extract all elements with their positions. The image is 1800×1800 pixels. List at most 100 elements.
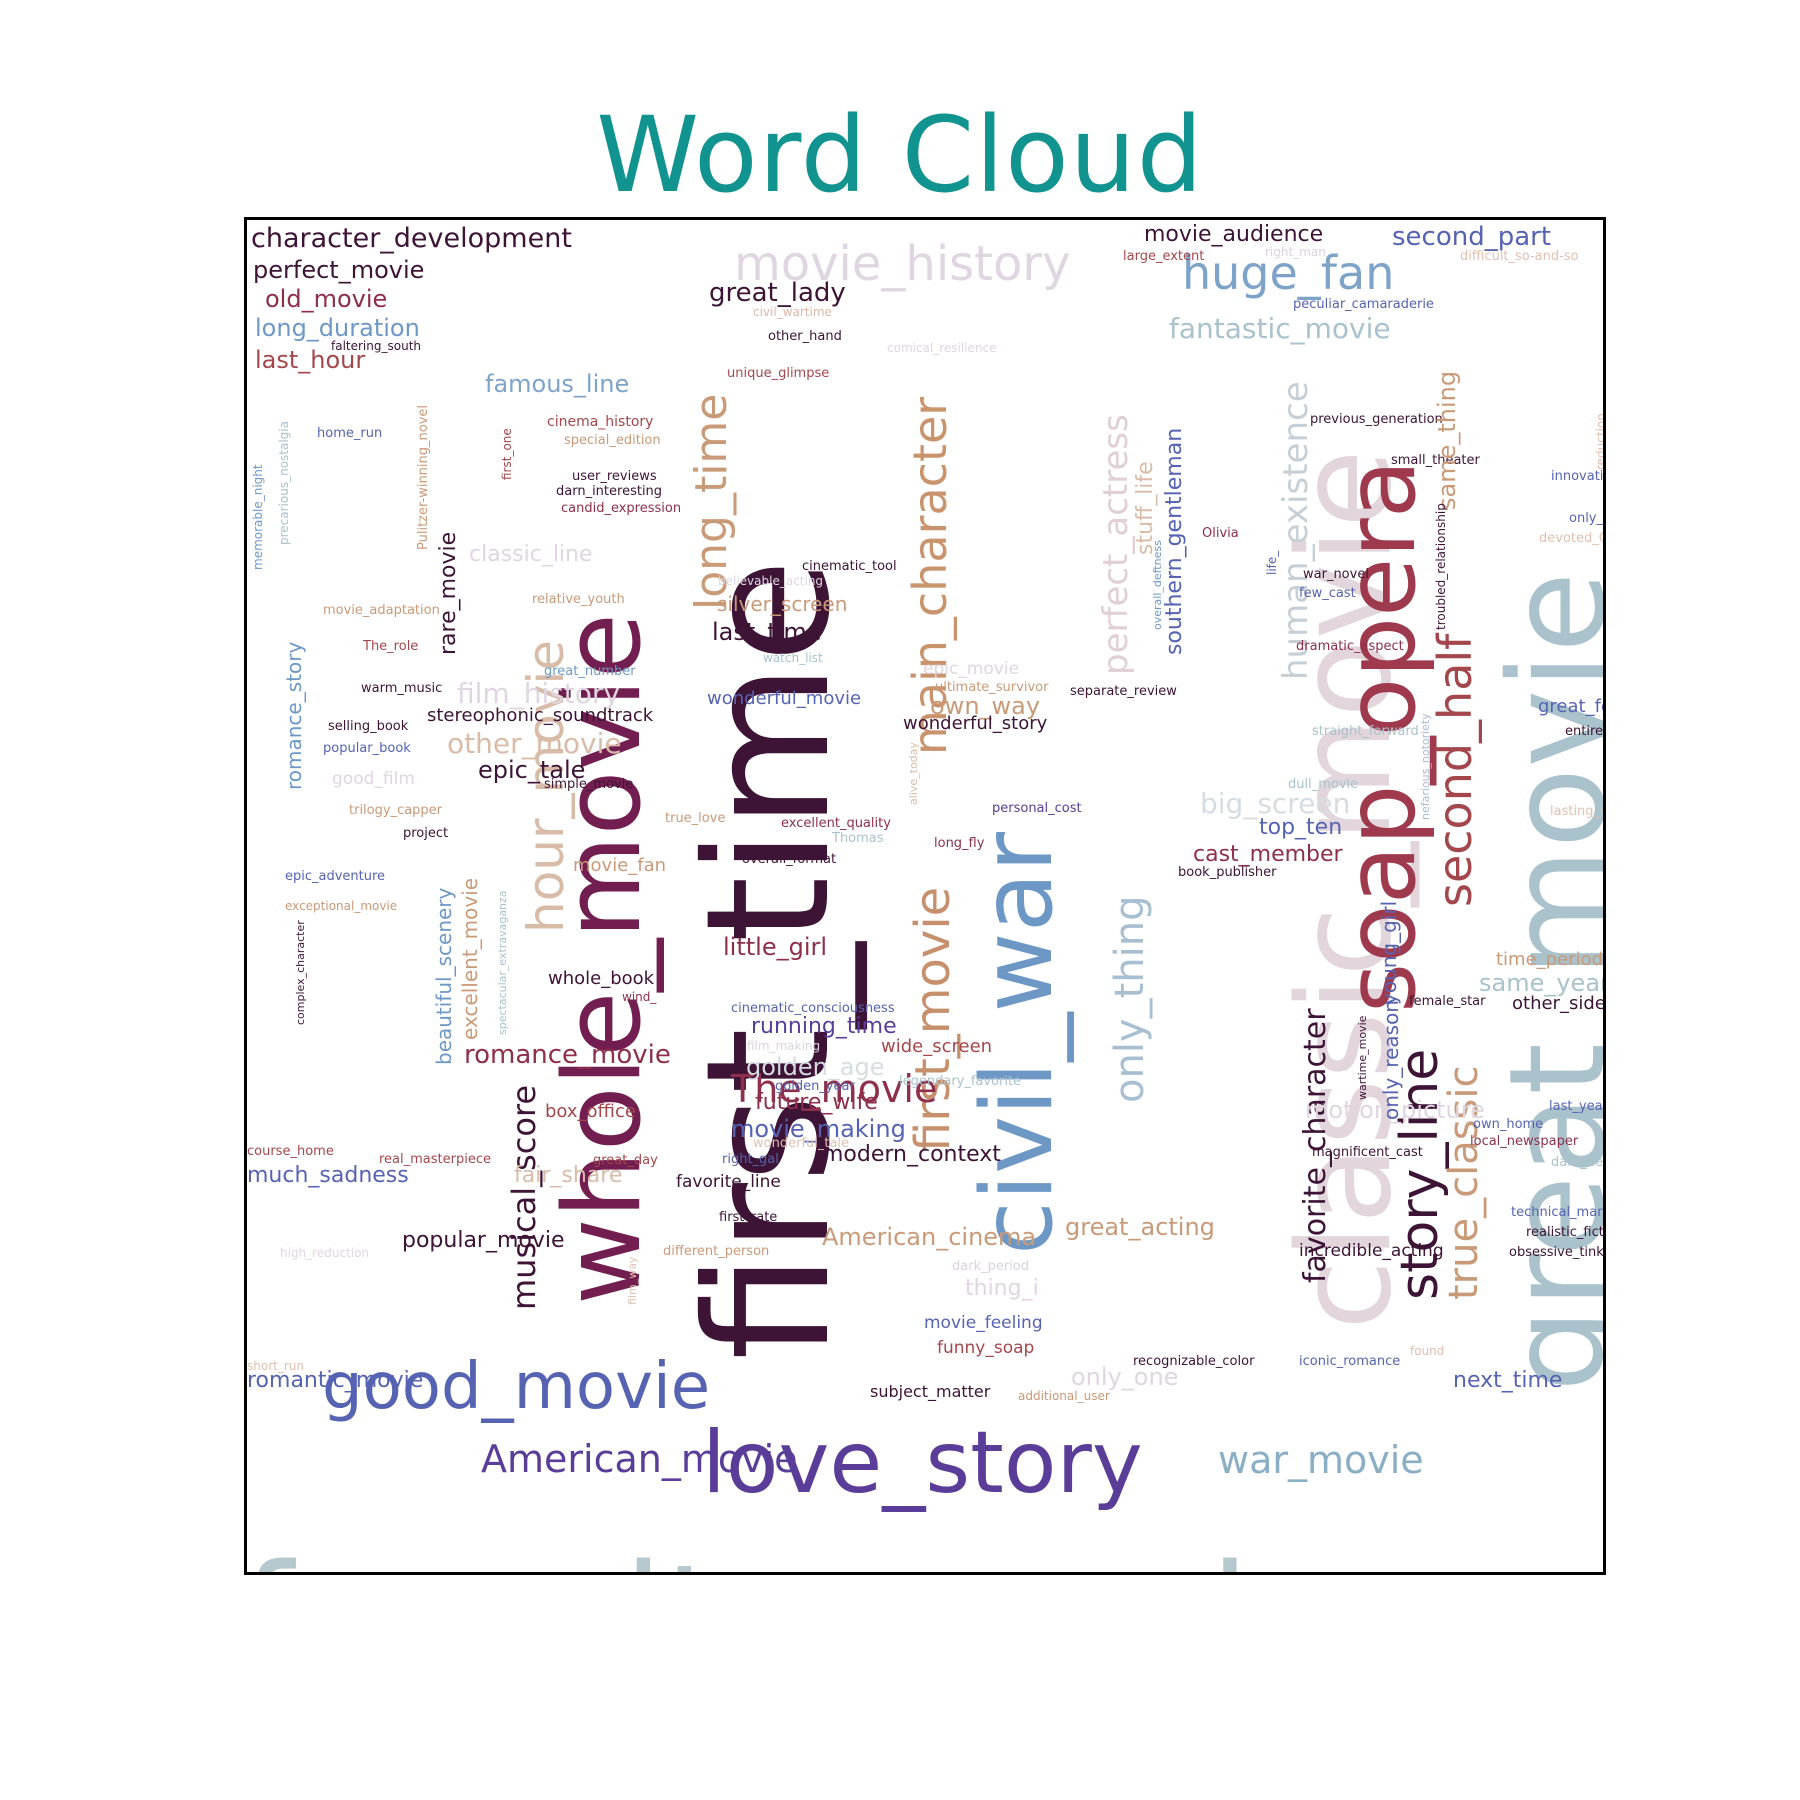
- cloud-word: magnificent_cast: [1312, 1145, 1423, 1160]
- cloud-word: epic_movie: [923, 659, 1020, 679]
- cloud-word: favorite_line: [676, 1172, 781, 1192]
- cloud-word: dare_devil: [1551, 1155, 1604, 1170]
- cloud-word: The_role: [363, 639, 419, 654]
- cloud-word: only_war: [1569, 511, 1603, 526]
- cloud-word: difficult_so-and-so: [1460, 249, 1579, 264]
- page-title: Word Cloud: [596, 94, 1204, 216]
- cloud-word: fair_share: [514, 1163, 623, 1188]
- cloud-word: wonderful_movie: [707, 688, 862, 709]
- cloud-word: large_extent: [1123, 249, 1205, 264]
- cloud-word: great_number: [544, 664, 636, 679]
- cloud-word: wonderful_story: [903, 713, 1048, 734]
- cloud-word: same_thing: [1433, 370, 1461, 510]
- cloud-word: little_girl: [723, 933, 828, 961]
- cloud-word: unique_glimpse: [727, 366, 830, 381]
- cloud-word: movie_feeling: [924, 1313, 1043, 1333]
- cloud-word: found: [1410, 1344, 1445, 1358]
- cloud-word: incredible_acting: [1299, 1241, 1444, 1261]
- cloud-word: time_period: [1496, 949, 1604, 970]
- cloud-word: first_rate: [719, 1210, 778, 1225]
- cloud-word: American_cinema: [822, 1223, 1037, 1251]
- cloud-word: stereophonic_soundtrack: [427, 705, 654, 726]
- cloud-word: silver_screen: [717, 592, 848, 616]
- cloud-word: obsessive_tinkering: [1509, 1245, 1604, 1260]
- cloud-word: love_story: [702, 1413, 1143, 1513]
- cloud-word: romance_movie: [464, 1040, 671, 1070]
- cloud-word: right_man: [1265, 245, 1326, 259]
- cloud-word: spectacular_extravaganza: [496, 890, 509, 1035]
- cloud-word: movie_fan: [573, 855, 667, 876]
- cloud-word: believable_acting: [718, 574, 824, 588]
- cloud-word: only_thing: [1107, 895, 1153, 1104]
- cloud-word: project: [403, 826, 449, 841]
- cloud-word: southern_gentleman: [1162, 427, 1187, 655]
- cloud-word: long_duration: [255, 314, 420, 342]
- cloud-word: straight_forward: [1312, 724, 1419, 739]
- word-cloud: favorite_moviegreat_movieclassic_moviefi…: [244, 217, 1606, 1575]
- cloud-word: small_theater: [1391, 453, 1480, 468]
- cloud-word: movie_making: [731, 1115, 906, 1143]
- cloud-word: excellent_movie: [458, 877, 482, 1040]
- cloud-word: first_one: [500, 428, 514, 480]
- cloud-word: romance_story: [282, 641, 306, 790]
- cloud-word: Olivia: [1202, 526, 1239, 541]
- cloud-word: epic_tale: [478, 756, 586, 784]
- cloud-word: golden_age: [746, 1053, 885, 1081]
- cloud-word: dull_movie: [1288, 777, 1359, 792]
- cloud-word: popular_book: [323, 741, 411, 756]
- cloud-word: few_cast: [1299, 586, 1356, 601]
- cloud-word: warm_music: [361, 681, 443, 696]
- cloud-word: recognizable_color: [1133, 1354, 1255, 1369]
- cloud-word: alive_today: [907, 742, 920, 805]
- cloud-word: huge_fan: [1182, 246, 1395, 300]
- cloud-word: motion_picture: [1305, 1096, 1485, 1124]
- cloud-word: different_person: [663, 1244, 770, 1259]
- cloud-word: other_hand: [768, 329, 842, 344]
- cloud-word: complex_character: [294, 920, 307, 1025]
- cloud-word: great_feat: [1538, 696, 1603, 717]
- cloud-word: great_lady: [709, 278, 846, 308]
- cloud-word: wide_screen: [881, 1036, 993, 1057]
- cloud-word: user_reviews: [572, 469, 657, 484]
- cloud-word: film_making: [747, 1039, 821, 1053]
- cloud-word: last_hour: [255, 346, 366, 374]
- cloud-word: innovative_genre: [1551, 469, 1604, 484]
- cloud-word: local_newspaper: [1470, 1134, 1579, 1149]
- cloud-word: long_fly: [934, 836, 985, 851]
- cloud-word: funny_soap: [937, 1338, 1035, 1358]
- cloud-word: subject_matter: [870, 1382, 991, 1401]
- cloud-word: right_gal: [722, 1152, 779, 1167]
- cloud-word: high_reduction: [280, 1246, 370, 1260]
- cloud-word: running_time: [751, 1014, 897, 1039]
- cloud-word: film_way: [626, 1256, 639, 1305]
- cloud-word: additional_user: [1018, 1389, 1110, 1403]
- cloud-word: real_masterpiece: [379, 1152, 491, 1167]
- cloud-word: young_girl: [1377, 900, 1401, 1005]
- cloud-word: other_side: [1512, 993, 1606, 1014]
- cloud-word: epic_adventure: [285, 869, 386, 884]
- cloud-word: other_movie: [447, 727, 622, 760]
- cloud-word: rare_movie: [436, 531, 461, 655]
- cloud-word: nefarious_notoriety: [1419, 713, 1432, 820]
- cloud-word: perfect_actress: [1096, 414, 1136, 675]
- cloud-word: famous_line: [485, 370, 630, 398]
- cloud-word: movie_adaptation: [323, 603, 440, 618]
- cloud-word: wind_: [622, 990, 657, 1004]
- cloud-word: top_ten: [1259, 815, 1343, 840]
- cloud-word: much_sadness: [247, 1163, 409, 1188]
- cloud-word: movie_history: [734, 236, 1071, 292]
- cloud-word: life_: [1265, 550, 1279, 575]
- cloud-word: war_novel: [1303, 567, 1369, 582]
- cloud-word: romantic_movie: [247, 1368, 424, 1393]
- cloud-word: simple_movie: [544, 777, 634, 792]
- cloud-word: classic_line: [469, 542, 593, 567]
- cloud-word: only_one: [1071, 1363, 1179, 1391]
- cloud-word: good_movie: [322, 1350, 711, 1424]
- cloud-word: trilogy_capper: [349, 803, 443, 818]
- cloud-word: old_movie: [265, 285, 388, 313]
- cloud-word: female_star: [1409, 994, 1486, 1009]
- cloud-word: The_movie: [731, 1067, 938, 1111]
- cloud-word: wartime_movie: [1356, 1015, 1369, 1100]
- cloud-word: candid_expression: [561, 501, 682, 516]
- cloud-word: peculiar_camaraderie: [1293, 297, 1434, 312]
